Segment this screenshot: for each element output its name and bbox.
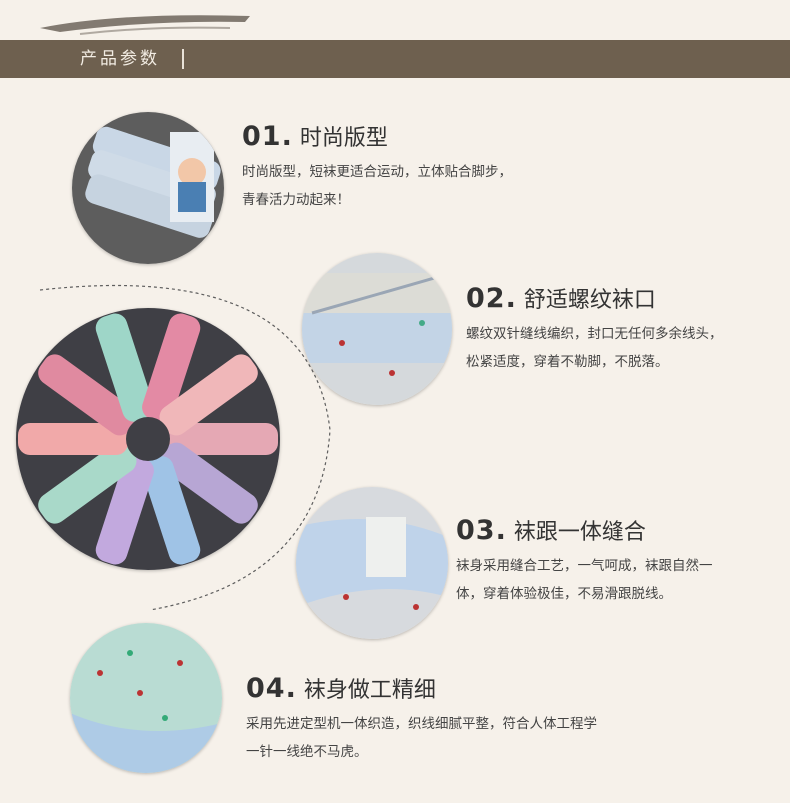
feature-4: 04. 袜身做工精细 采用先进定型机一体织造，织线细腻平整，符合人体工程学 一针…: [246, 672, 597, 766]
feature-2-heading: 02. 舒适螺纹袜口: [466, 282, 723, 314]
feature-3-title: 袜跟一体缝合: [513, 520, 646, 545]
feature-3-line-1: 袜身采用缝合工艺，一气呵成，袜跟自然一: [456, 558, 713, 574]
sock-body-photo: [70, 623, 222, 773]
brush-stroke-decoration: [40, 15, 250, 35]
feature-4-description: 采用先进定型机一体织造，织线细腻平整，符合人体工程学 一针一线绝不马虎。: [246, 710, 597, 766]
feature-3-number: 03.: [456, 515, 507, 546]
feature-3: 03. 袜跟一体缝合 袜身采用缝合工艺，一气呵成，袜跟自然一 体，穿着体验极佳，…: [456, 514, 713, 608]
section-header: 产品参数: [0, 40, 790, 78]
feature-1-heading: 01. 时尚版型: [242, 120, 512, 152]
feature-2-number: 02.: [466, 283, 517, 314]
feature-1-description: 时尚版型，短袜更适合运动，立体贴合脚步， 青春活力动起来！: [242, 158, 512, 214]
feature-4-line-2: 一针一线绝不马虎。: [246, 744, 368, 760]
feature-2-description: 螺纹双针缝线编织，封口无任何多余线头， 松紧适度，穿着不勒脚，不脱落。: [466, 320, 723, 376]
feature-3-line-2: 体，穿着体验极佳，不易滑跟脱线。: [456, 586, 672, 602]
feature-1-line-2: 青春活力动起来！: [242, 192, 350, 208]
feature-1-line-1: 时尚版型，短袜更适合运动，立体贴合脚步，: [242, 164, 512, 180]
feature-1-number: 01.: [242, 121, 293, 152]
sock-cuff-photo: [302, 253, 452, 405]
feature-4-number: 04.: [246, 673, 297, 704]
feature-4-heading: 04. 袜身做工精细: [246, 672, 597, 704]
dashed-arc-decoration: [39, 284, 331, 610]
feature-2-line-2: 松紧适度，穿着不勒脚，不脱落。: [466, 354, 669, 370]
feature-3-description: 袜身采用缝合工艺，一气呵成，袜跟自然一 体，穿着体验极佳，不易滑跟脱线。: [456, 552, 713, 608]
feature-2-line-1: 螺纹双针缝线编织，封口无任何多余线头，: [466, 326, 723, 342]
socks-fan-photo: [16, 308, 280, 570]
title-divider: [182, 49, 184, 69]
feature-4-line-1: 采用先进定型机一体织造，织线细腻平整，符合人体工程学: [246, 716, 597, 732]
sock-heel-photo: [296, 487, 448, 639]
feature-1-title: 时尚版型: [299, 126, 388, 151]
feature-1: 01. 时尚版型 时尚版型，短袜更适合运动，立体贴合脚步， 青春活力动起来！: [242, 120, 512, 214]
feature-2: 02. 舒适螺纹袜口 螺纹双针缝线编织，封口无任何多余线头， 松紧适度，穿着不勒…: [466, 282, 723, 376]
feature-2-title: 舒适螺纹袜口: [523, 288, 656, 313]
section-title: 产品参数: [80, 49, 160, 69]
feature-4-title: 袜身做工精细: [303, 678, 436, 703]
socks-stack-photo: [72, 112, 224, 264]
feature-3-heading: 03. 袜跟一体缝合: [456, 514, 713, 546]
